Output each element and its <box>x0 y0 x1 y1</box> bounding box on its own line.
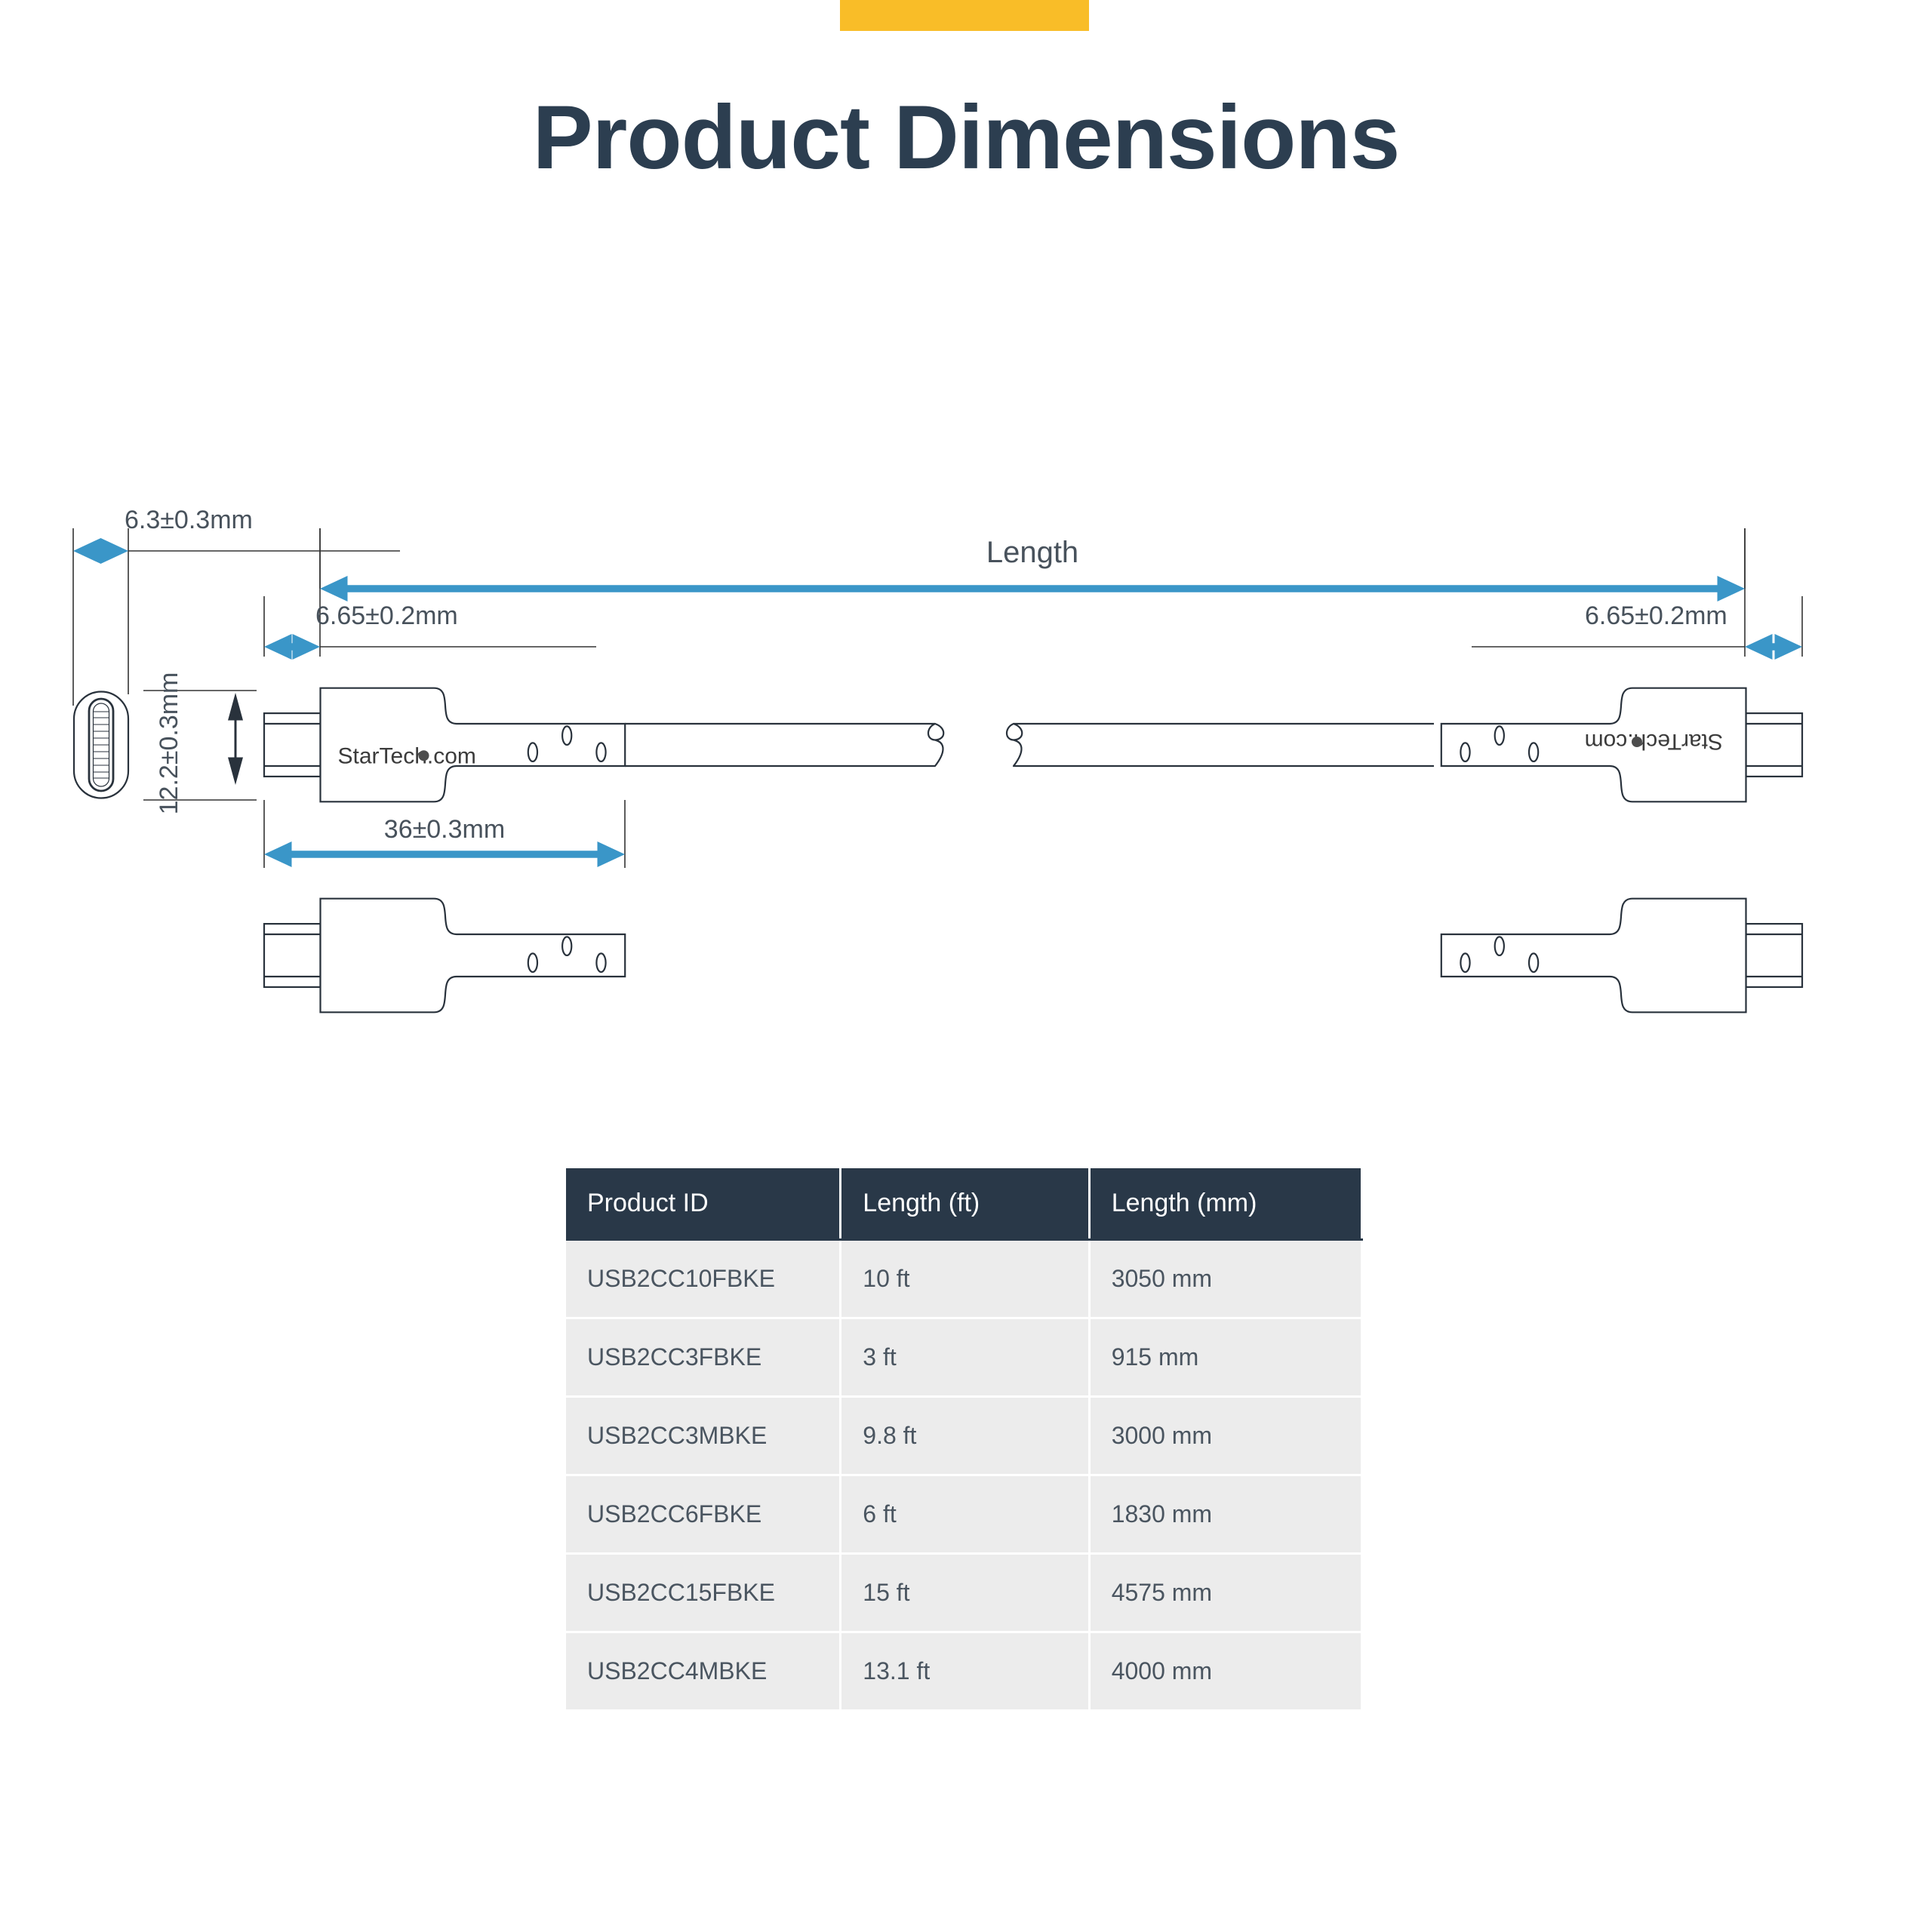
svg-text:6.3±0.3mm: 6.3±0.3mm <box>125 506 253 534</box>
svg-text:6.65±0.2mm: 6.65±0.2mm <box>315 601 458 630</box>
svg-text:12.2±0.3mm: 12.2±0.3mm <box>155 672 183 815</box>
svg-text:36±0.3mm: 36±0.3mm <box>384 815 505 844</box>
svg-text:6.65±0.2mm: 6.65±0.2mm <box>1585 601 1727 630</box>
svg-text:Length: Length <box>986 536 1078 569</box>
